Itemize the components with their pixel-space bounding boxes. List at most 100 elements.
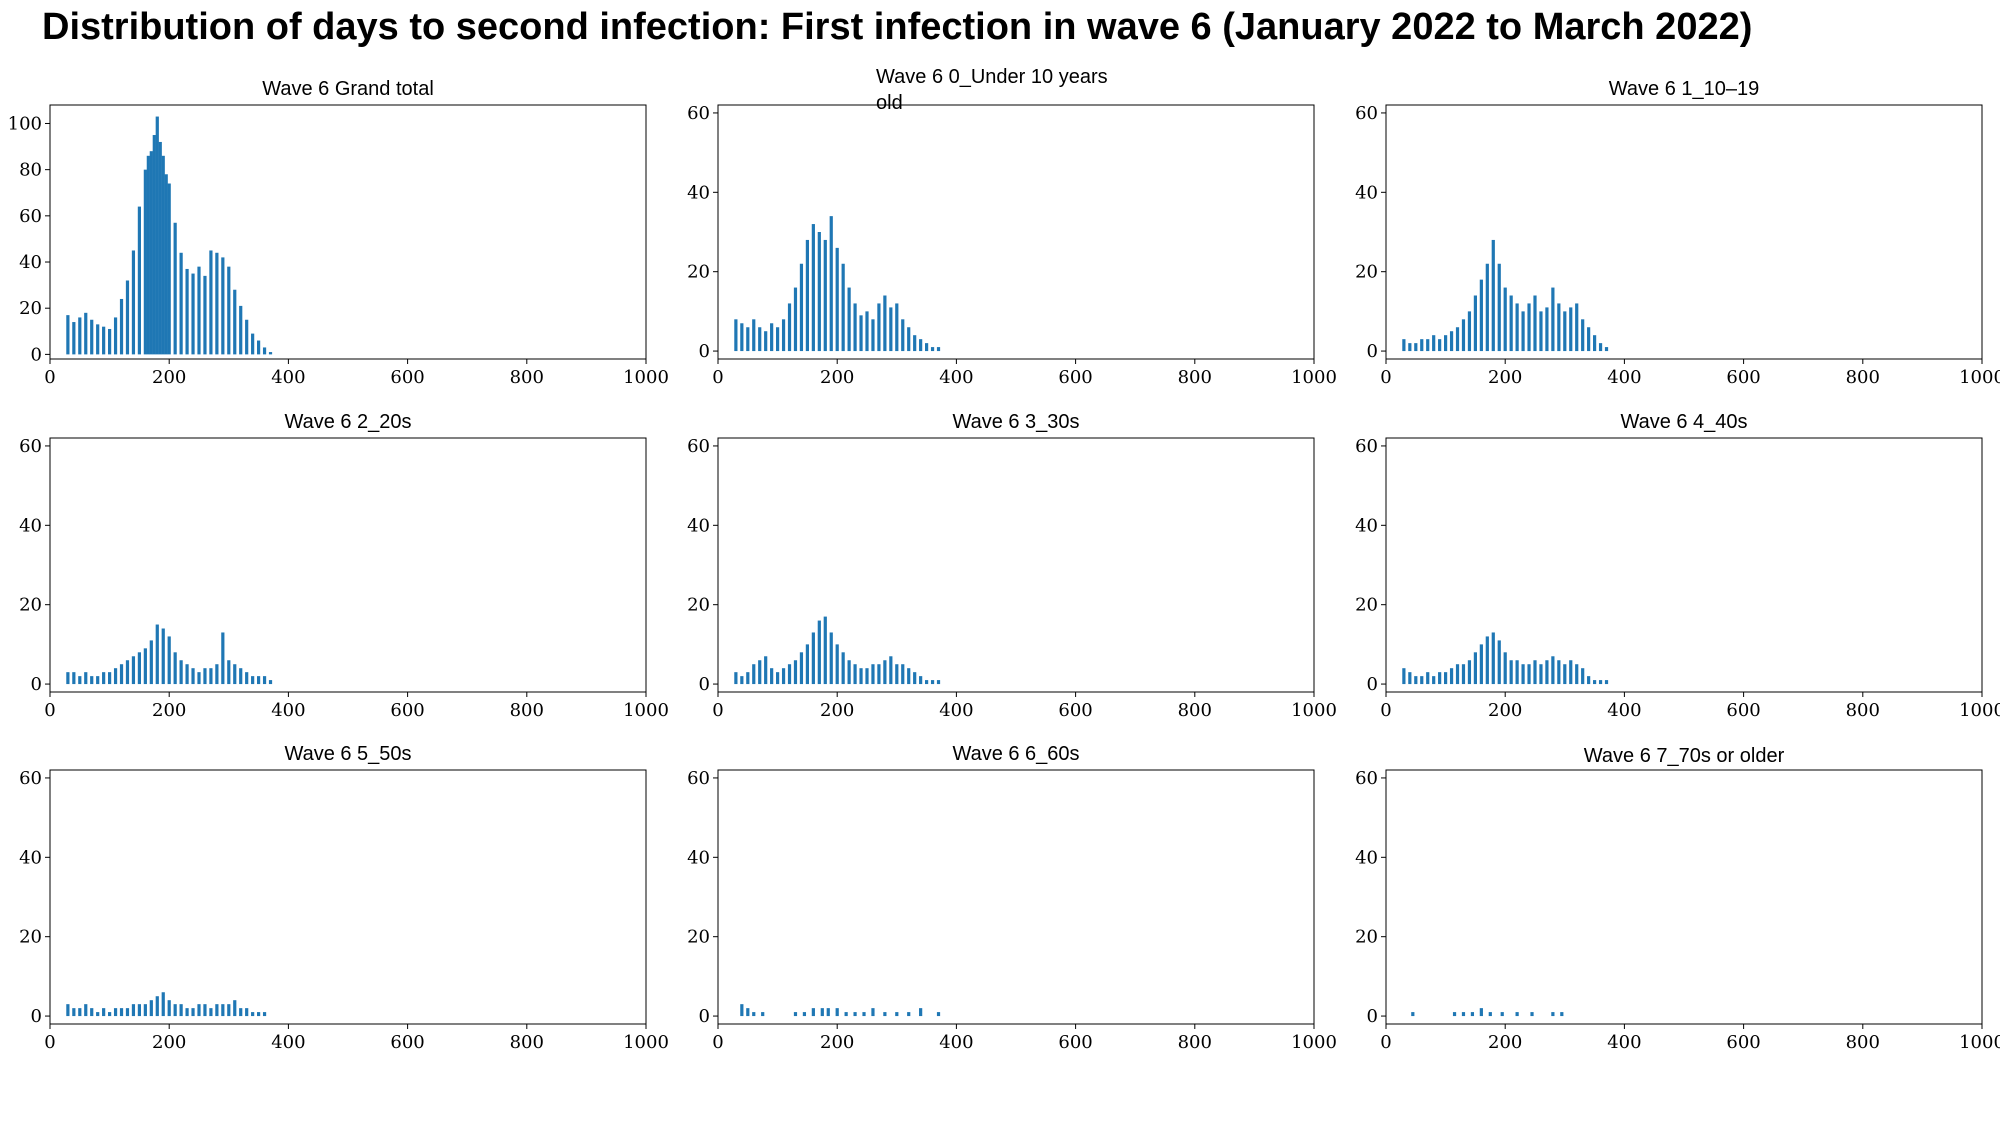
bar <box>78 676 82 685</box>
bar <box>1563 311 1567 352</box>
y-tick-label: 40 <box>1355 847 1378 868</box>
bar <box>930 347 935 352</box>
bar <box>113 668 118 685</box>
y-tick-label: 0 <box>1367 341 1378 362</box>
y-tick-label: 40 <box>687 847 710 868</box>
bar <box>221 257 225 355</box>
panel-title: Wave 6 0_Under 10 years old <box>876 66 1108 114</box>
bar <box>1515 660 1519 685</box>
bar <box>913 672 917 685</box>
bar <box>215 252 219 355</box>
bar <box>268 352 273 355</box>
bar <box>811 1008 815 1017</box>
bar <box>227 1004 231 1017</box>
bar <box>1539 311 1543 352</box>
x-tick-label: 0 <box>44 700 55 721</box>
bar <box>1575 303 1579 352</box>
y-tick-label: 20 <box>1355 595 1378 616</box>
bar <box>811 632 815 685</box>
bar <box>233 664 237 685</box>
chart-area: 0 200 400 600 800 1000 0 20 40 60 <box>687 103 1337 388</box>
bar <box>901 664 905 685</box>
bar <box>740 323 744 352</box>
bar <box>781 668 786 685</box>
bar <box>158 141 162 355</box>
bar <box>770 323 774 352</box>
y-tick-label: 60 <box>1355 436 1378 457</box>
bar <box>1473 652 1477 685</box>
bar <box>90 1008 94 1017</box>
x-tick-label: 1000 <box>1959 367 2000 388</box>
bar <box>239 1008 243 1017</box>
bar <box>805 239 809 352</box>
bar <box>758 660 762 685</box>
bar <box>811 224 815 352</box>
bar <box>245 1008 249 1017</box>
bar <box>889 656 893 685</box>
chart-area: 0 200 400 600 800 1000 0 20 40 60 <box>1355 103 2000 388</box>
bar <box>108 1012 112 1017</box>
bar <box>143 169 147 355</box>
bar <box>96 1012 100 1017</box>
bar <box>1461 1012 1466 1017</box>
x-tick-label: 600 <box>1726 367 1760 388</box>
bar <box>844 1012 848 1017</box>
bar <box>1545 307 1549 352</box>
bar <box>862 1012 866 1017</box>
bar <box>865 311 869 352</box>
bar <box>197 266 201 355</box>
bar <box>758 327 762 352</box>
bar <box>1551 656 1555 685</box>
x-tick-label: 0 <box>712 1032 723 1053</box>
x-tick-label: 1000 <box>1291 1032 1337 1053</box>
bar <box>817 620 821 685</box>
page-title: Distribution of days to second infection… <box>42 6 1753 48</box>
bar <box>1527 664 1531 685</box>
bar <box>143 1004 147 1017</box>
bar <box>131 250 136 355</box>
bar <box>734 672 738 685</box>
y-tick-label: 0 <box>31 344 42 365</box>
bar <box>149 1000 153 1017</box>
bar <box>1563 664 1567 685</box>
x-tick-label: 200 <box>152 367 186 388</box>
bar <box>161 155 165 355</box>
bar <box>1420 339 1424 352</box>
bar <box>209 250 213 355</box>
bar <box>84 1004 88 1017</box>
bar <box>167 636 171 685</box>
x-tick-label: 800 <box>1178 700 1212 721</box>
bar <box>787 664 792 685</box>
bar <box>191 273 195 355</box>
bar <box>907 1012 911 1017</box>
bar <box>919 1008 923 1017</box>
bar <box>799 263 804 352</box>
bar <box>257 1012 261 1017</box>
bar <box>793 287 798 352</box>
bar <box>1426 672 1430 685</box>
x-tick-label: 600 <box>1726 700 1760 721</box>
bar <box>262 676 267 685</box>
bar <box>1420 676 1424 685</box>
bar <box>113 1008 118 1017</box>
bar <box>90 319 94 355</box>
x-tick-label: 0 <box>1380 1032 1391 1053</box>
bar <box>889 307 893 352</box>
bar <box>764 331 768 352</box>
bar <box>209 1008 213 1017</box>
bar <box>1587 676 1591 685</box>
x-tick-label: 600 <box>390 367 424 388</box>
y-tick-label: 20 <box>19 595 42 616</box>
bar <box>1604 680 1609 685</box>
y-tick-label: 60 <box>687 103 710 124</box>
x-tick-label: 400 <box>1607 1032 1641 1053</box>
panel-40s: Wave 6 4_40s 0 200 400 600 800 1000 0 20 40 60 <box>1336 403 2000 733</box>
chart-area: 0 200 400 600 800 1000 0 20 40 60 <box>1355 768 2000 1053</box>
bar <box>1500 1012 1504 1017</box>
x-tick-label: 1000 <box>623 700 669 721</box>
chart-area: 0 200 400 600 800 1000 0 20 40 60 <box>687 436 1337 721</box>
bar <box>1569 307 1573 352</box>
bar <box>203 275 207 355</box>
bar <box>251 676 255 685</box>
bar <box>1527 303 1531 352</box>
